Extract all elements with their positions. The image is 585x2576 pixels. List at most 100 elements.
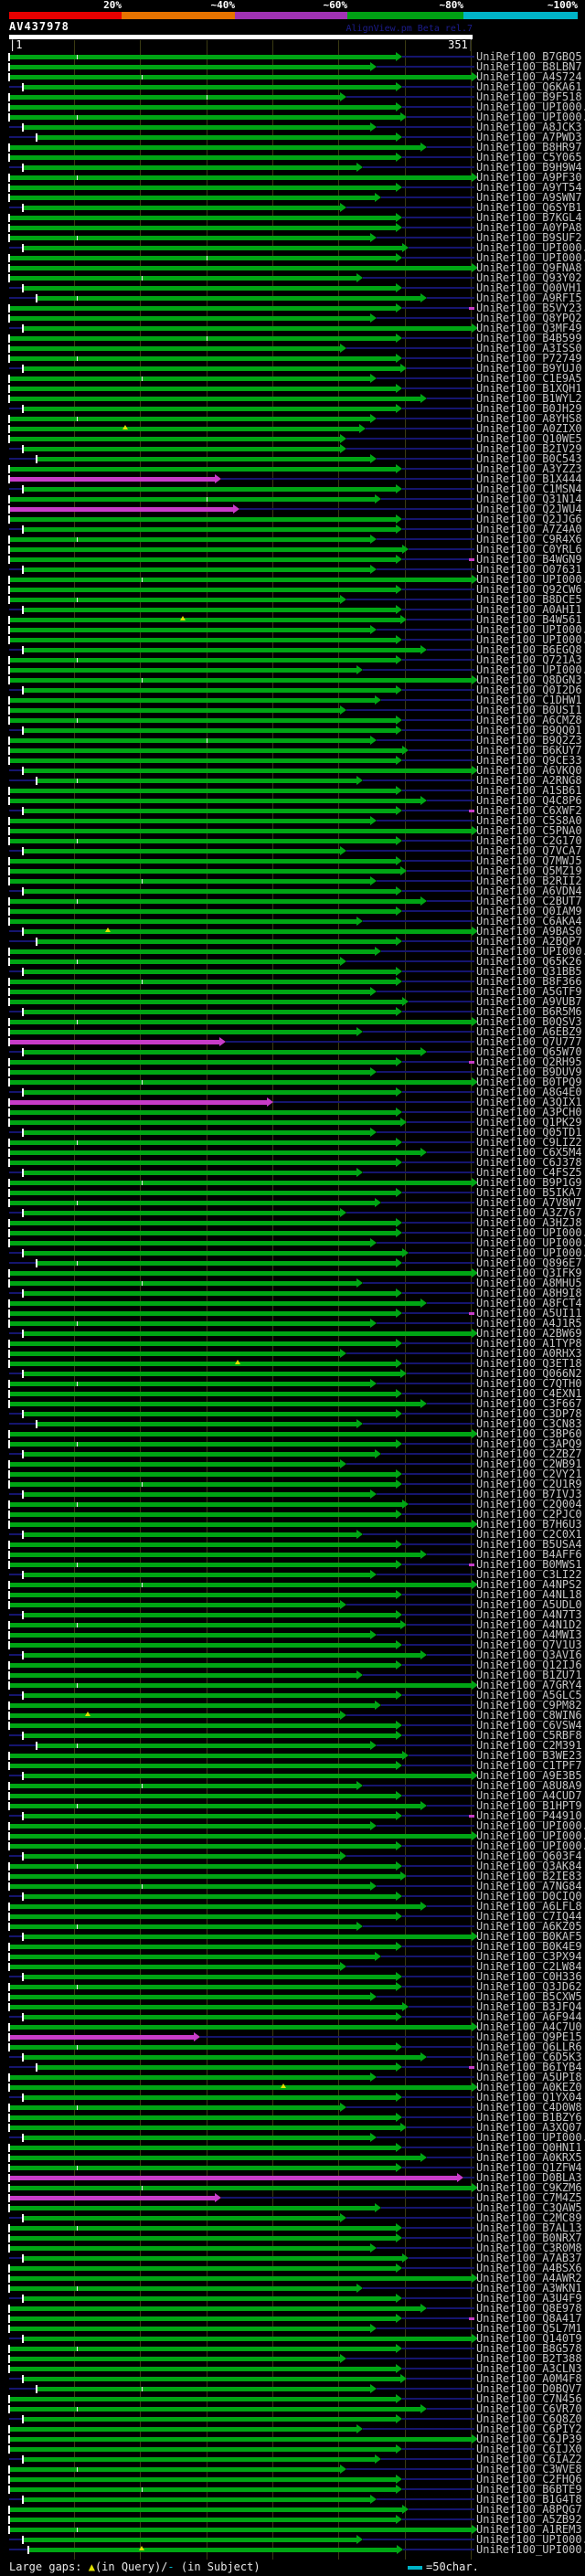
alignment-bar[interactable] [9, 356, 396, 361]
alignment-bar[interactable] [23, 1291, 396, 1296]
alignment-bar[interactable] [9, 2327, 370, 2331]
subject-label[interactable]: UniRef100_O07631 [476, 563, 582, 576]
subject-label[interactable]: UniRef100_B9YUJ0 [476, 362, 582, 375]
subject-label[interactable]: UniRef100_Q31BB5 [476, 965, 582, 978]
subject-label[interactable]: UniRef100_C5S8A0 [476, 814, 582, 827]
subject-label[interactable]: UniRef100_UPI000.. [476, 1226, 585, 1239]
alignment-bar[interactable] [9, 266, 472, 270]
alignment-bar[interactable] [9, 2035, 194, 2040]
alignment-bar[interactable] [23, 2095, 396, 2100]
alignment-bar[interactable] [9, 1150, 420, 1155]
subject-label[interactable]: UniRef100_UPI000.. [476, 251, 585, 264]
subject-label[interactable]: UniRef100_C7M4Z5 [476, 2191, 582, 2204]
alignment-bar[interactable] [9, 1522, 472, 1527]
subject-label[interactable]: UniRef100_C7IQ44 [476, 1910, 582, 1923]
alignment-bar[interactable] [23, 2055, 420, 2060]
subject-label[interactable]: UniRef100_Q00VH1 [476, 281, 582, 294]
subject-label[interactable]: UniRef100_C2Q004 [476, 1498, 582, 1511]
alignment-bar[interactable] [9, 2306, 420, 2311]
subject-label[interactable]: UniRef100_C6Q8Z0 [476, 2412, 582, 2425]
alignment-bar[interactable] [23, 2457, 375, 2462]
subject-label[interactable]: UniRef100_C6VR70 [476, 2402, 582, 2415]
subject-label[interactable]: UniRef100_B0C543 [476, 452, 582, 465]
alignment-bar[interactable] [9, 1703, 375, 1708]
subject-label[interactable]: UniRef100_C9LIZ2 [476, 1136, 582, 1149]
subject-label[interactable]: UniRef100_B9DUV9 [476, 1065, 582, 1078]
subject-label[interactable]: UniRef100_Q8A417 [476, 2312, 582, 2325]
subject-label[interactable]: UniRef100_Q4C8P6 [476, 794, 582, 807]
alignment-bar[interactable] [9, 1904, 420, 1909]
alignment-bar[interactable] [9, 497, 375, 502]
alignment-bar[interactable] [23, 1010, 396, 1014]
alignment-bar[interactable] [9, 2397, 396, 2401]
subject-label[interactable]: UniRef100_A8U8A9 [476, 1779, 582, 1792]
subject-label[interactable]: UniRef100_C4FSZ5 [476, 1166, 582, 1179]
subject-label[interactable]: UniRef100_A7V8W7 [476, 1196, 582, 1209]
subject-label[interactable]: UniRef100_B4W561 [476, 613, 582, 626]
alignment-bar[interactable] [9, 1271, 472, 1276]
subject-label[interactable]: UniRef100_Q0HNI1 [476, 2141, 582, 2154]
subject-label[interactable]: UniRef100_A5UDL0 [476, 1598, 582, 1611]
subject-label[interactable]: UniRef100_A8FCT4 [476, 1297, 582, 1309]
subject-label[interactable]: UniRef100_A9VUB7 [476, 995, 582, 1008]
subject-label[interactable]: UniRef100_Q603F4 [476, 1850, 582, 1862]
alignment-bar[interactable] [9, 196, 375, 200]
subject-label[interactable]: UniRef100_C2M391 [476, 1739, 582, 1752]
subject-label[interactable]: UniRef100_B1HPT9 [476, 1799, 582, 1812]
subject-label[interactable]: UniRef100_C2WB91 [476, 1458, 582, 1470]
subject-label[interactable]: UniRef100_B0KAF5 [476, 1930, 582, 1943]
alignment-bar[interactable] [23, 366, 400, 371]
alignment-bar[interactable] [23, 970, 396, 974]
alignment-bar[interactable] [23, 1171, 356, 1175]
alignment-bar[interactable] [9, 1201, 375, 1205]
alignment-bar[interactable] [9, 256, 396, 260]
subject-label[interactable]: UniRef100_B0USI1 [476, 704, 582, 716]
subject-label[interactable]: UniRef100_Q3IFK9 [476, 1267, 582, 1279]
alignment-bar[interactable] [9, 2427, 356, 2432]
alignment-bar[interactable] [9, 105, 396, 110]
alignment-bar[interactable] [23, 1532, 356, 1537]
subject-label[interactable]: UniRef100_C1TPF7 [476, 1759, 582, 1772]
alignment-bar[interactable] [23, 125, 370, 130]
subject-label[interactable]: UniRef100_A4J1R5 [476, 1317, 582, 1330]
alignment-bar[interactable] [9, 2125, 400, 2130]
subject-label[interactable]: UniRef100_A4NPS2 [476, 1578, 582, 1591]
subject-label[interactable]: UniRef100_Q1ZFW4 [476, 2161, 582, 2174]
subject-label[interactable]: UniRef100_B1G4T8 [476, 2493, 582, 2506]
alignment-bar[interactable] [9, 1140, 396, 1145]
subject-label[interactable]: UniRef100_C1MSN4 [476, 482, 582, 495]
alignment-bar[interactable] [9, 467, 396, 472]
alignment-bar[interactable] [9, 949, 375, 954]
alignment-bar[interactable] [9, 1362, 396, 1366]
alignment-bar[interactable] [9, 1874, 400, 1879]
subject-label[interactable]: UniRef100_A4S724 [476, 70, 582, 83]
alignment-bar[interactable] [9, 829, 472, 833]
alignment-bar[interactable] [9, 1502, 402, 1507]
alignment-bar[interactable] [37, 2387, 370, 2391]
alignment-bar[interactable] [23, 1211, 340, 1215]
alignment-bar[interactable] [9, 1784, 356, 1788]
alignment-bar[interactable] [9, 397, 420, 401]
alignment-bar[interactable] [23, 1050, 420, 1055]
subject-label[interactable]: UniRef100_B7AL13 [476, 2221, 582, 2234]
alignment-bar[interactable] [9, 346, 340, 351]
subject-label[interactable]: UniRef100_B7H6U3 [476, 1518, 582, 1531]
subject-label[interactable]: UniRef100_B0MWS1 [476, 1558, 582, 1571]
alignment-bar[interactable] [9, 2085, 472, 2090]
subject-label[interactable]: UniRef100_Q7V1U3 [476, 1638, 582, 1651]
subject-label[interactable]: UniRef100_A4CUD7 [476, 1789, 582, 1802]
alignment-bar[interactable] [9, 1603, 340, 1607]
alignment-bar[interactable] [9, 115, 400, 120]
alignment-bar[interactable] [9, 1472, 396, 1477]
subject-label[interactable]: UniRef100_A7PWD3 [476, 131, 582, 143]
alignment-bar[interactable] [9, 306, 396, 311]
alignment-bar[interactable] [9, 1281, 356, 1286]
subject-label[interactable]: UniRef100_C1E9A5 [476, 372, 582, 385]
alignment-bar[interactable] [9, 95, 340, 100]
alignment-bar[interactable] [9, 236, 370, 240]
subject-label[interactable]: UniRef100_A6EBZ9 [476, 1025, 582, 1038]
subject-label[interactable]: UniRef100_B8HR97 [476, 141, 582, 154]
alignment-bar[interactable] [9, 2226, 396, 2231]
subject-label[interactable]: UniRef100_Q5MZ19 [476, 864, 582, 877]
alignment-bar[interactable] [9, 1432, 472, 1436]
